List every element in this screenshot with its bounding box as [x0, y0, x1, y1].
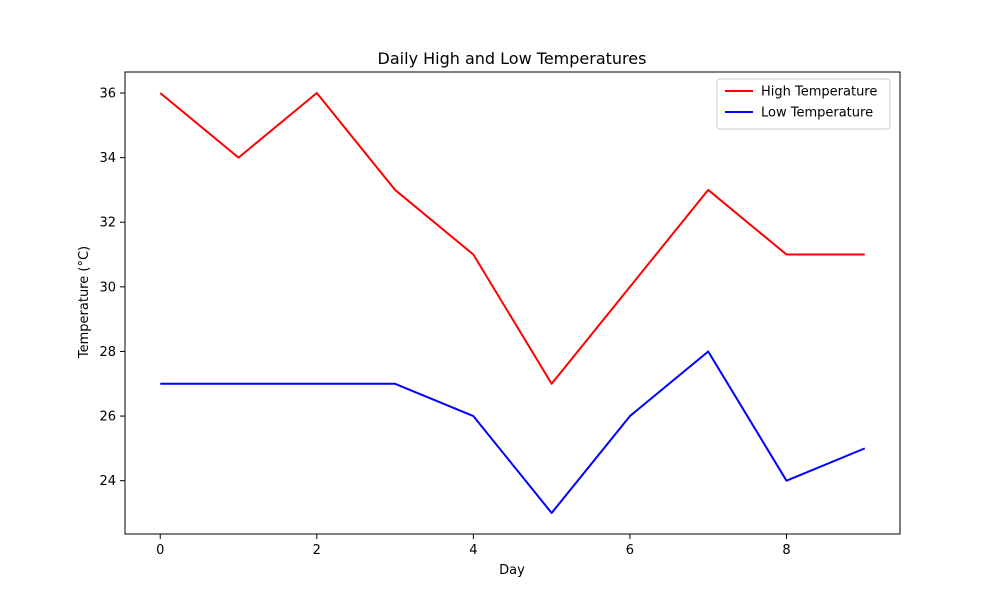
y-tick-label: 24: [99, 474, 116, 489]
y-tick-label: 34: [99, 151, 116, 166]
x-tick-label: 2: [313, 543, 321, 558]
legend-label-0: High Temperature: [761, 85, 877, 100]
y-tick-label: 28: [99, 345, 116, 360]
chart-title: Daily High and Low Temperatures: [378, 49, 647, 68]
x-tick-label: 8: [782, 543, 790, 558]
x-tick-label: 4: [469, 543, 477, 558]
series-line-0: [159, 92, 865, 385]
y-tick-label: 26: [99, 410, 116, 425]
legend: High Temperature Low Temperature: [716, 78, 891, 130]
plot-frame: [124, 71, 901, 535]
y-tick-label: 36: [99, 87, 116, 102]
x-tick-label: 6: [626, 543, 634, 558]
y-tick-label: 32: [99, 216, 116, 231]
y-tick-label: 30: [99, 280, 116, 295]
series-line-1: [160, 350, 866, 514]
y-axis-label: Temperature (°C): [77, 246, 92, 359]
legend-label-1: Low Temperature: [761, 106, 873, 121]
x-tick-label: 0: [156, 543, 164, 558]
x-axis-label: Day: [499, 563, 525, 578]
legend-box: [716, 78, 891, 130]
